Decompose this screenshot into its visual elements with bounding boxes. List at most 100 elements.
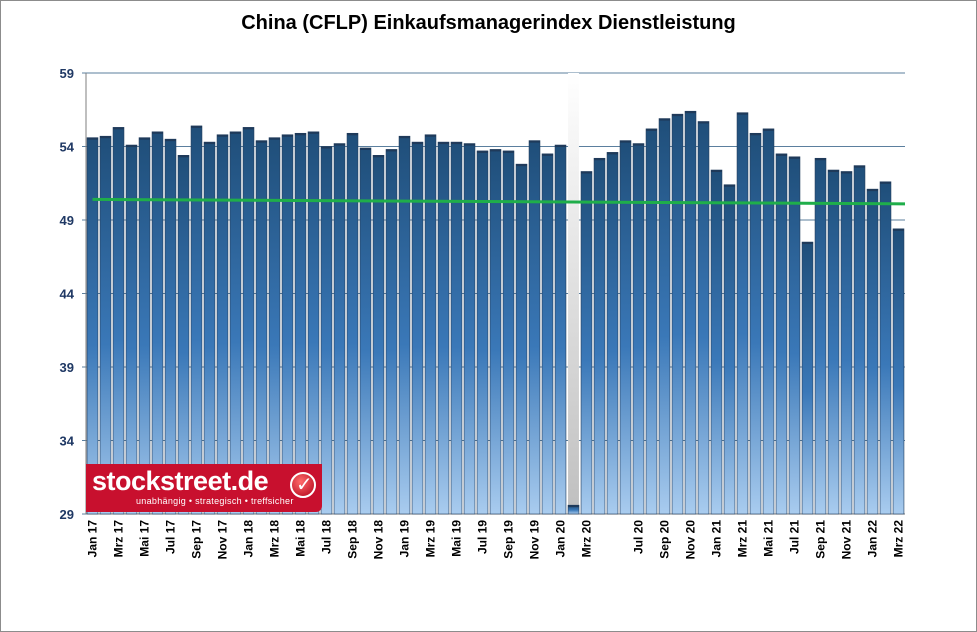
bar-top <box>711 170 722 173</box>
bar-top <box>464 143 475 146</box>
bar <box>138 137 151 515</box>
bar-top <box>633 143 644 146</box>
bar-top <box>880 181 891 184</box>
bar <box>593 157 606 515</box>
bar-top <box>425 134 436 137</box>
x-tick-label: Sep 21 <box>814 520 828 559</box>
bar <box>281 134 294 515</box>
x-tick-label: Jan 20 <box>554 520 568 558</box>
x-tick-label: Sep 17 <box>190 520 204 559</box>
bar <box>840 171 853 515</box>
bar-top <box>828 170 839 173</box>
bar-top <box>659 118 670 121</box>
y-tick-label: 59 <box>60 66 74 81</box>
bar-top <box>503 150 514 153</box>
bar-top <box>516 164 527 167</box>
x-tick-label: Nov 21 <box>840 520 854 560</box>
bar <box>528 140 541 515</box>
bar-top <box>438 142 449 145</box>
bar-top <box>841 171 852 174</box>
bar-top <box>490 149 501 152</box>
bar <box>190 125 203 515</box>
bar-top <box>555 145 566 148</box>
chart-title: China (CFLP) Einkaufsmanagerindex Dienst… <box>241 12 736 34</box>
bar-top <box>581 171 592 174</box>
bar-top <box>568 505 579 508</box>
bar <box>541 153 554 515</box>
bar-top <box>854 165 865 168</box>
bar-top <box>737 112 748 115</box>
bar-top <box>542 153 553 156</box>
bar <box>112 127 125 515</box>
x-tick-label: Jan 19 <box>398 520 412 558</box>
y-tick-label: 54 <box>60 140 75 155</box>
bar-top <box>347 133 358 136</box>
x-tick-label: Mrz 22 <box>892 520 906 558</box>
x-tick-label: Mai 19 <box>450 520 464 557</box>
bar <box>762 128 775 515</box>
bar-top <box>152 131 163 134</box>
bar <box>424 134 437 515</box>
bar <box>658 118 671 515</box>
bar-top <box>165 139 176 142</box>
bar <box>333 143 346 515</box>
bar-top <box>685 111 696 114</box>
bar-top <box>698 121 709 124</box>
bar <box>385 149 398 515</box>
bar <box>515 163 528 515</box>
bar <box>619 140 632 515</box>
checkmark-icon: ✓ <box>290 472 316 498</box>
x-axis: Jan 17 Mrz 17 Mai 17 Jul 17 Sep 17 Nov 17 Jan … <box>86 520 906 560</box>
bar-top <box>204 142 215 145</box>
y-tick-label: 49 <box>60 213 74 228</box>
bar <box>372 155 385 515</box>
bar <box>853 165 866 515</box>
bar <box>255 140 268 515</box>
bar <box>463 143 476 515</box>
bar-top <box>893 228 904 231</box>
bar-top <box>386 149 397 152</box>
x-tick-label: Jan 22 <box>866 520 880 558</box>
x-tick-label: Mrz 17 <box>112 520 126 558</box>
bar <box>294 132 307 515</box>
logo-tagline: unabhängig • strategisch • treffsicher <box>136 496 294 506</box>
x-tick-label: Mrz 21 <box>736 520 750 558</box>
bar <box>697 121 710 515</box>
bar <box>749 132 762 515</box>
bar <box>723 184 736 515</box>
bar-top <box>126 145 137 148</box>
bar-gap-fill <box>568 73 579 514</box>
bar <box>606 152 619 515</box>
bar-top <box>282 134 293 137</box>
x-tick-label: Jul 17 <box>164 520 178 554</box>
bar <box>203 141 216 515</box>
stockstreet-logo: stockstreet.de unabhängig • strategisch … <box>86 464 322 512</box>
x-tick-label: Nov 20 <box>684 520 698 560</box>
bar <box>359 147 372 515</box>
x-tick-label: Jul 19 <box>476 520 490 554</box>
bar-top <box>763 128 774 131</box>
bar <box>398 135 411 515</box>
bar-top <box>308 131 319 134</box>
bar-top <box>100 136 111 139</box>
x-tick-label: Jul 20 <box>632 520 646 554</box>
bar <box>671 113 684 515</box>
bar <box>645 128 658 515</box>
bar <box>736 112 749 515</box>
bar <box>307 131 320 515</box>
bar-top <box>269 137 280 140</box>
bar <box>632 143 645 515</box>
bar <box>346 132 359 515</box>
bar-top <box>620 140 631 143</box>
bar-top <box>191 125 202 128</box>
x-tick-label: Mrz 18 <box>268 520 282 558</box>
bar-top <box>295 133 306 136</box>
bar <box>580 171 593 515</box>
bar-top <box>451 142 462 145</box>
bar-top <box>529 140 540 143</box>
x-tick-label: Jul 21 <box>788 520 802 554</box>
bar <box>229 131 242 515</box>
x-tick-label: Jul 18 <box>320 520 334 554</box>
bar-top <box>217 134 228 137</box>
x-tick-label: Sep 20 <box>658 520 672 559</box>
